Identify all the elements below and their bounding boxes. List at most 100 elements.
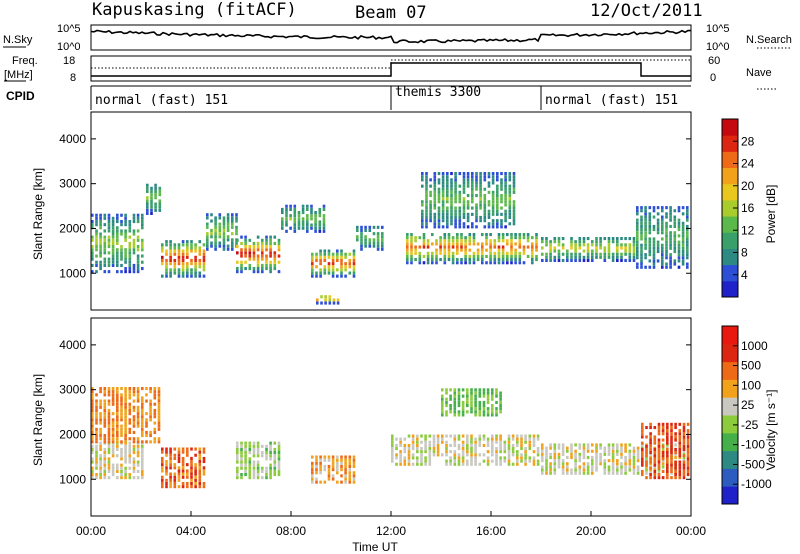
echo-cell xyxy=(107,387,111,391)
echo-cell xyxy=(478,391,482,395)
echo-cell xyxy=(91,220,94,224)
echo-cell xyxy=(120,430,123,434)
echo-cell xyxy=(116,444,119,448)
echo-cell xyxy=(256,241,260,245)
echo-cell xyxy=(673,218,677,222)
echo-cell xyxy=(640,250,643,254)
echo-cell xyxy=(464,251,467,255)
echo-cell xyxy=(508,222,512,226)
echo-cell xyxy=(586,456,590,460)
echo-cell xyxy=(557,258,561,262)
echo-cell xyxy=(198,469,202,473)
echo-cell xyxy=(265,254,268,258)
echo-cell xyxy=(636,209,639,213)
echo-cell xyxy=(149,418,152,422)
echo-cell xyxy=(508,197,512,201)
echo-cell xyxy=(557,456,561,460)
echo-cell xyxy=(616,465,619,469)
echo-cell xyxy=(136,447,140,451)
echo-cell xyxy=(511,434,515,438)
echo-cell xyxy=(120,454,123,458)
echo-cell xyxy=(132,245,136,249)
echo-cell xyxy=(252,451,256,455)
echo-cell xyxy=(611,240,615,244)
echo-cell xyxy=(348,471,352,475)
echo-cell xyxy=(111,473,115,477)
echo-cell xyxy=(328,301,332,305)
echo-cell xyxy=(120,387,123,391)
echo-cell xyxy=(202,485,206,489)
echo-cell xyxy=(491,212,495,216)
echo-cell xyxy=(252,469,256,473)
echo-cell xyxy=(256,441,260,445)
echo-cell xyxy=(157,393,161,397)
echo-cell xyxy=(512,209,516,213)
echo-cell xyxy=(315,258,318,262)
echo-cell xyxy=(461,410,465,414)
echo-cell xyxy=(632,446,636,450)
echo-cell xyxy=(665,262,668,266)
echo-cell xyxy=(210,232,213,236)
echo-cell xyxy=(124,223,127,227)
echo-cell xyxy=(441,219,445,223)
echo-cell xyxy=(344,468,347,472)
echo-cell xyxy=(161,450,164,454)
echo-cell xyxy=(511,453,515,457)
echo-cell xyxy=(186,463,189,467)
echo-cell xyxy=(648,212,652,216)
echo-cell xyxy=(181,466,185,470)
echo-cell xyxy=(561,243,565,247)
echo-cell xyxy=(616,443,619,447)
echo-cell xyxy=(487,190,491,194)
echo-cell xyxy=(678,422,682,426)
echo-cell xyxy=(454,178,457,182)
echo-cell xyxy=(496,190,499,194)
noise-left-tick-low: 10^0 xyxy=(57,41,81,53)
echo-cell xyxy=(128,412,132,416)
echo-cell xyxy=(248,473,252,477)
echo-cell xyxy=(319,262,322,266)
echo-cell xyxy=(111,238,115,242)
echo-cell xyxy=(154,189,157,193)
echo-cell xyxy=(236,457,239,461)
echo-cell xyxy=(206,247,209,251)
echo-cell xyxy=(673,215,677,219)
echo-cell xyxy=(653,447,657,451)
echo-cell xyxy=(198,258,202,262)
echo-cell xyxy=(324,295,327,299)
echo-cell xyxy=(226,219,230,223)
echo-cell xyxy=(235,228,238,232)
echo-cell xyxy=(364,241,367,245)
colorbar-tick-label: -500 xyxy=(741,457,765,471)
echo-cell xyxy=(124,402,127,406)
echo-cell xyxy=(491,200,495,204)
echo-cell xyxy=(120,245,123,249)
echo-cell xyxy=(645,463,648,467)
echo-cell xyxy=(462,187,466,191)
echo-cell xyxy=(673,234,677,238)
echo-cell xyxy=(491,437,494,441)
echo-cell xyxy=(248,469,252,473)
echo-cell xyxy=(607,443,611,447)
echo-cell xyxy=(450,187,453,191)
echo-cell xyxy=(474,391,477,395)
echo-cell xyxy=(198,252,202,256)
echo-cell xyxy=(632,449,636,453)
echo-cell xyxy=(456,258,459,262)
echo-cell xyxy=(620,449,623,453)
echo-cell xyxy=(491,206,495,210)
echo-cell xyxy=(165,469,168,473)
echo-cell xyxy=(124,235,127,239)
echo-cell xyxy=(315,255,318,259)
echo-cell xyxy=(522,236,526,240)
echo-cell xyxy=(360,228,363,232)
echo-cell xyxy=(425,175,428,179)
echo-cell xyxy=(425,209,428,213)
echo-cell xyxy=(578,252,582,256)
echo-cell xyxy=(520,456,523,460)
echo-cell xyxy=(472,251,476,255)
echo-cell xyxy=(426,239,430,243)
freq-left-tick-high: 18 xyxy=(63,55,75,67)
echo-cell xyxy=(235,216,238,220)
echo-cell xyxy=(293,214,297,218)
